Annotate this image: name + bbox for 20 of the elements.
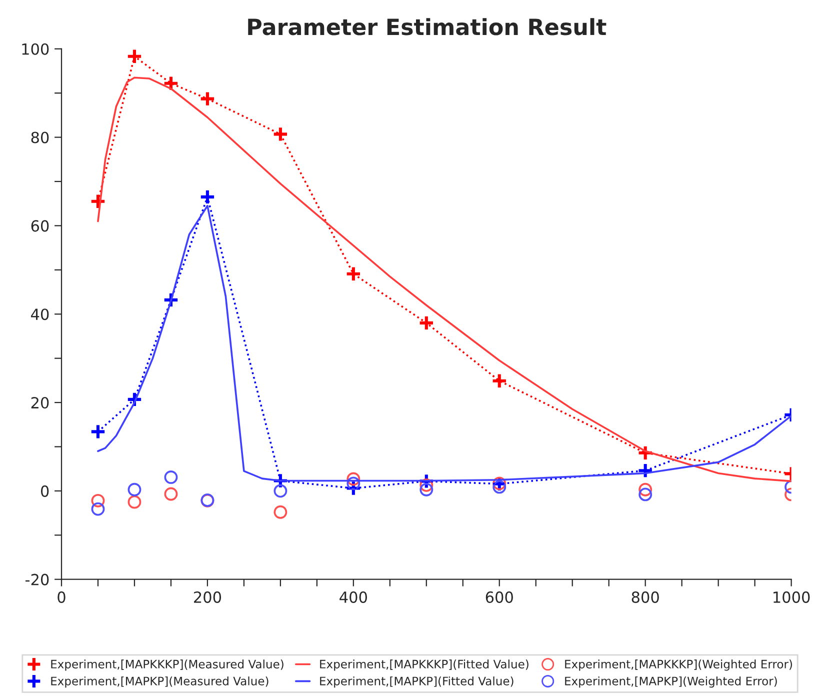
y-tick-label: 80	[31, 132, 49, 144]
legend-label: Experiment,[MAPKP](Measured Value)	[51, 676, 268, 688]
legend-label: Experiment,[MAPKKKP](Fitted Value)	[320, 660, 528, 671]
legend-label: Experiment,[MAPKP](Weighted Error)	[565, 676, 777, 688]
x-tick-label: 1000	[774, 591, 810, 603]
x-tick-label: 200	[194, 591, 222, 603]
y-tick-label: 20	[31, 396, 49, 409]
y-tick-label: 60	[31, 220, 49, 232]
x-tick-label: 800	[632, 591, 659, 603]
legend-label: Experiment,[MAPKKKP](Weighted Error)	[565, 660, 792, 671]
x-tick-label: 600	[486, 591, 513, 603]
x-tick-label: 0	[58, 591, 66, 603]
y-tick-label: -20	[25, 574, 49, 586]
y-tick-label: 100	[22, 43, 49, 55]
y-tick-label: 0	[40, 485, 49, 497]
x-tick-label: 400	[340, 591, 367, 603]
y-tick-label: 40	[31, 308, 49, 320]
chart-title: Parameter Estimation Result	[248, 18, 606, 36]
legend-label: Experiment,[MAPKKKP](Measured Value)	[51, 660, 284, 671]
legend-label: Experiment,[MAPKP](Fitted Value)	[320, 676, 514, 688]
